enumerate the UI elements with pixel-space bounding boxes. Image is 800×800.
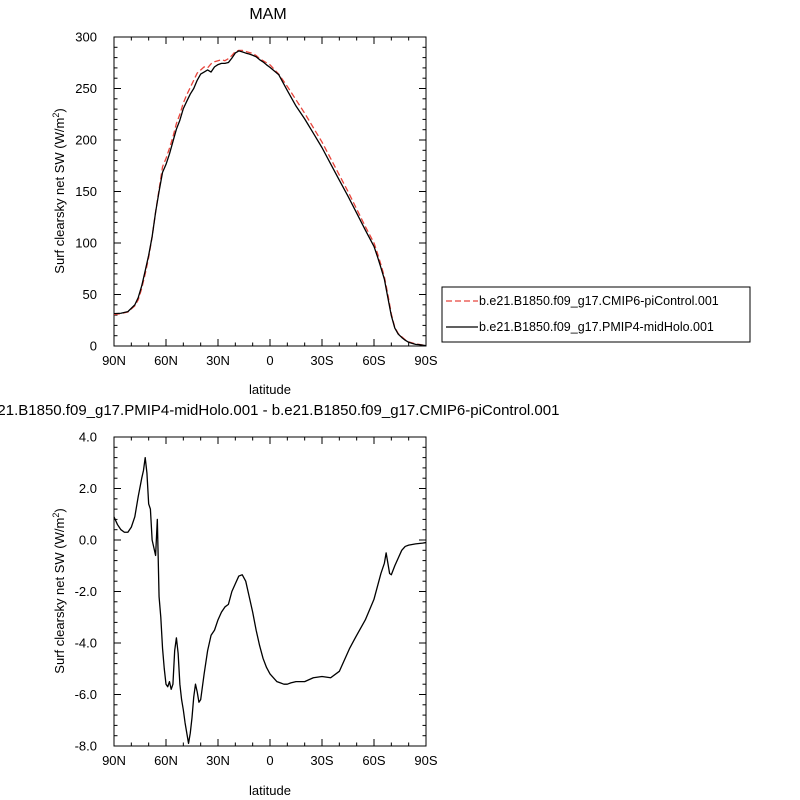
top-x-axis-label: latitude xyxy=(249,382,291,397)
bottom-x-tick-label: 30S xyxy=(310,753,333,768)
top-x-tick-label: 90N xyxy=(102,353,126,368)
bottom-x-tick-label: 90S xyxy=(414,753,437,768)
top-x-tick-label: 90S xyxy=(414,353,437,368)
top-y-axis-label-superscript: 2 xyxy=(51,113,61,118)
bottom-plot-frame xyxy=(113,436,427,747)
top-legend: b.e21.B1850.f09_g17.CMIP6-piControl.001 … xyxy=(441,286,751,343)
top-panel: MAM Surf clearsky net SW (W/m2) latitude… xyxy=(51,6,751,397)
bottom-plot-lines xyxy=(113,456,427,745)
top-plot-frame xyxy=(113,36,427,347)
legend-label-midholo: b.e21.B1850.f09_g17.PMIP4-midHolo.001 xyxy=(479,320,714,334)
bottom-panel: b.e21.B1850.f09_g17.PMIP4-midHolo.001 - … xyxy=(0,402,559,798)
top-y-tick-label: 100 xyxy=(75,236,97,251)
bottom-x-tick-label: 60S xyxy=(362,753,385,768)
legend-box xyxy=(441,286,751,343)
top-x-tick-label: 30N xyxy=(206,353,230,368)
bottom-y-tick-label: 4.0 xyxy=(79,430,97,445)
bottom-y-tick-label: 2.0 xyxy=(79,481,97,496)
bottom-x-tick-label: 30N xyxy=(206,753,230,768)
top-y-tick-label: 250 xyxy=(75,81,97,96)
bottom-x-tick-label: 90N xyxy=(102,753,126,768)
top-x-tick-label: 60S xyxy=(362,353,385,368)
top-axes: 90N 60N 30N 0 30S 60S 90S 0 50 100 150 200 250 300 xyxy=(75,30,438,369)
top-y-tick-label: 150 xyxy=(75,184,97,199)
bottom-y-tick-label: -2.0 xyxy=(75,584,97,599)
bottom-y-axis-label-superscript: 2 xyxy=(51,513,61,518)
bottom-series-line-0 xyxy=(113,456,427,745)
top-x-tick-label: 30S xyxy=(310,353,333,368)
top-y-tick-label: 0 xyxy=(90,339,97,354)
bottom-y-tick-label: -6.0 xyxy=(75,687,97,702)
top-y-tick-label: 300 xyxy=(75,30,97,45)
svg-text:Surf clearsky net SW (W/m2): Surf clearsky net SW (W/m2) xyxy=(51,508,67,673)
top-y-tick-label: 50 xyxy=(83,287,97,302)
top-y-tick-label: 200 xyxy=(75,133,97,148)
top-series-line-0 xyxy=(113,49,427,347)
top-x-tick-label: 60N xyxy=(154,353,178,368)
bottom-y-tick-label: -8.0 xyxy=(75,739,97,754)
top-x-tick-label: 0 xyxy=(266,353,273,368)
bottom-x-tick-label: 60N xyxy=(154,753,178,768)
bottom-x-axis-label: latitude xyxy=(249,783,291,798)
top-plot-lines xyxy=(113,49,427,347)
svg-text:Surf clearsky net SW (W/m2): Surf clearsky net SW (W/m2) xyxy=(51,108,67,273)
bottom-y-tick-label: -4.0 xyxy=(75,636,97,651)
top-chart-title: MAM xyxy=(249,6,286,23)
bottom-y-tick-label: 0.0 xyxy=(79,533,97,548)
top-y-axis-label: Surf clearsky net SW (W/m2) xyxy=(51,108,67,273)
legend-label-picontrol: b.e21.B1850.f09_g17.CMIP6-piControl.001 xyxy=(479,294,719,308)
bottom-x-tick-label: 0 xyxy=(266,753,273,768)
bottom-chart-title: b.e21.B1850.f09_g17.PMIP4-midHolo.001 - … xyxy=(0,402,559,419)
bottom-y-axis-label: Surf clearsky net SW (W/m2) xyxy=(51,508,67,673)
top-series-line-1 xyxy=(113,50,427,347)
bottom-axes: 90N 60N 30N 0 30S 60S 90S -8.0 -6.0 -4.0 -2.0 0.0 2.… xyxy=(75,430,438,769)
